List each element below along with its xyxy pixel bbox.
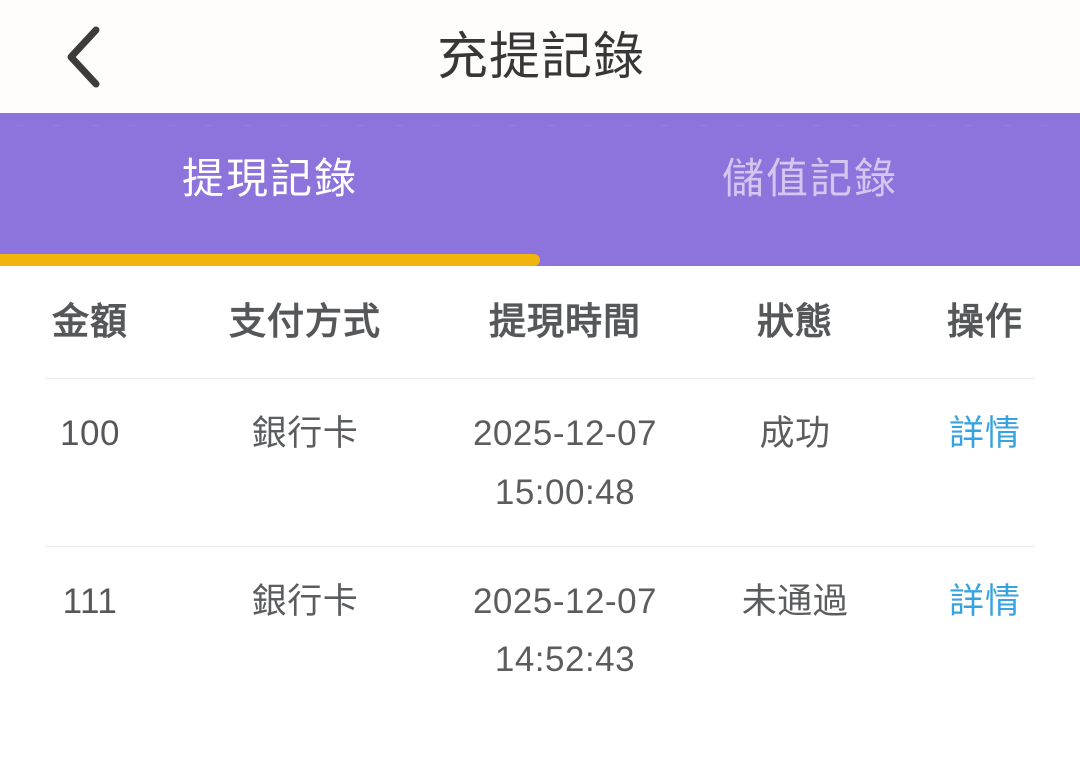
chevron-left-icon	[60, 24, 106, 90]
table-row: 100 銀行卡 2025-12-07 15:00:48 成功 詳情	[0, 379, 1080, 546]
column-header-status: 狀態	[757, 301, 833, 343]
details-link[interactable]: 詳情	[948, 581, 1021, 621]
cell-amount: 111	[62, 581, 118, 621]
cell-amount: 100	[60, 414, 120, 453]
row-divider	[45, 545, 1035, 547]
tab-withdrawal-records[interactable]: 提現記錄	[0, 113, 540, 256]
status-badge: 未通過	[741, 581, 849, 621]
active-tab-indicator	[0, 254, 540, 266]
tab-withdrawal-records-label: 提現記錄	[181, 154, 358, 202]
cell-payment-method: 銀行卡	[251, 581, 359, 621]
column-header-withdrawal-time: 提現時間	[489, 301, 641, 343]
column-header-action: 操作	[947, 301, 1023, 343]
cell-time-clock: 15:00:48	[494, 472, 636, 512]
cell-payment-method: 銀行卡	[251, 414, 359, 453]
column-header-amount: 金額	[52, 301, 128, 343]
tab-bar: 提現記錄 儲值記錄	[0, 113, 1080, 266]
row-divider	[45, 378, 1035, 379]
status-badge: 成功	[759, 414, 831, 453]
cell-time-clock: 14:52:43	[494, 640, 636, 680]
page-title: 充提記錄	[436, 28, 645, 85]
table-row: 111 銀行卡 2025-12-07 14:52:43 未通過 詳情	[0, 547, 1080, 714]
tab-deposit-records[interactable]: 儲值記錄	[540, 113, 1080, 256]
table-header-row: 金額 支付方式 提現時間 狀態 操作	[0, 266, 1080, 378]
back-button[interactable]	[50, 24, 116, 90]
column-header-payment-method: 支付方式	[229, 301, 381, 343]
cell-time-date: 2025-12-07	[472, 581, 658, 621]
details-link[interactable]: 詳情	[948, 414, 1021, 453]
records-table: 金額 支付方式 提現時間 狀態 操作 100 銀行卡	[0, 266, 1080, 714]
tab-deposit-records-label: 儲值記錄	[721, 154, 898, 202]
nav-header: 充提記錄	[0, 0, 1080, 113]
cell-time-date: 2025-12-07	[472, 414, 658, 453]
